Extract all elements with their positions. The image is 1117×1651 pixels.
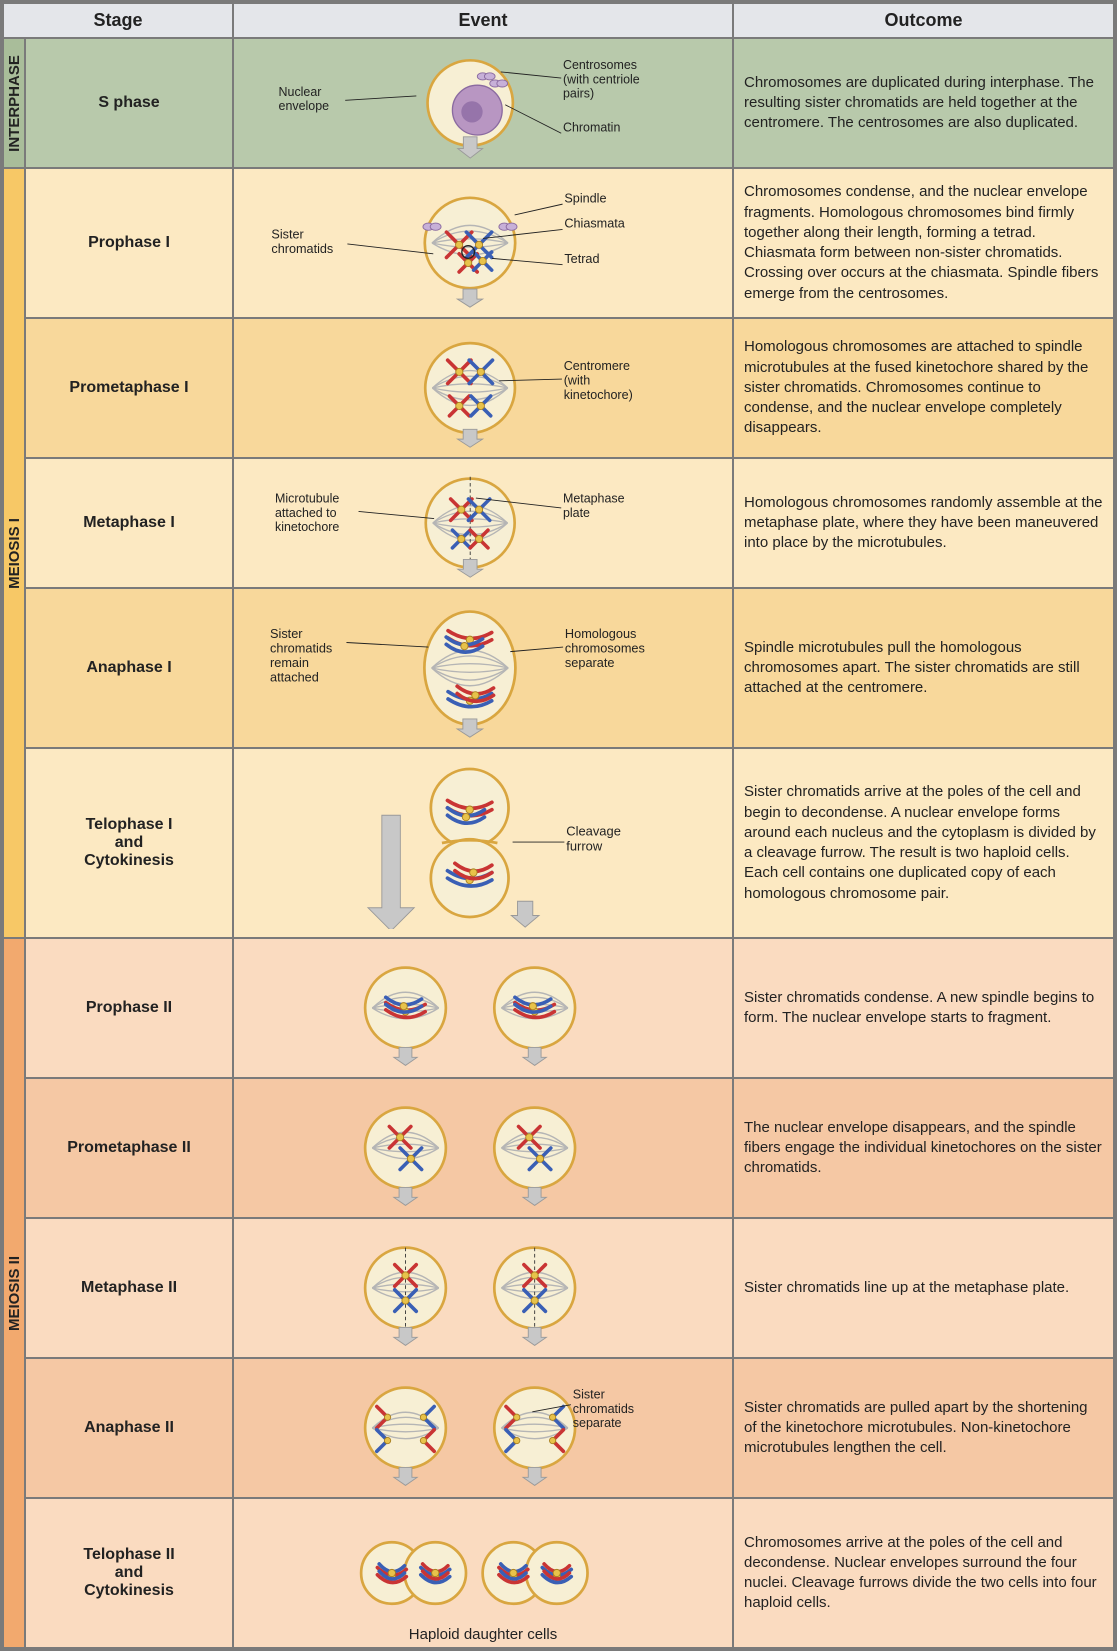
header-outcome: Outcome [733, 3, 1114, 38]
outcome-cell: The nuclear envelope disappears, and the… [733, 1078, 1114, 1218]
svg-text:Microtubule: Microtubule [275, 492, 339, 506]
event-cell: Sisterchromatidsremainattached Homologous… [233, 588, 733, 748]
svg-text:chromatids: chromatids [271, 242, 333, 256]
phase-label-interphase: INTERPHASE [3, 38, 25, 168]
event-diagram [244, 1227, 722, 1349]
svg-text:Centrosomes: Centrosomes [563, 58, 637, 72]
svg-text:plate: plate [563, 506, 590, 520]
event-diagram [244, 1087, 722, 1209]
svg-text:chromosomes: chromosomes [565, 641, 645, 656]
svg-text:Metaphase: Metaphase [563, 492, 625, 506]
event-cell: Haploid daughter cells [233, 1498, 733, 1648]
svg-text:chromatids: chromatids [573, 1402, 634, 1416]
svg-text:attached to: attached to [275, 506, 337, 520]
stage-cell: Telophase IandCytokinesis [25, 748, 233, 938]
svg-text:kinetochore: kinetochore [275, 520, 339, 534]
outcome-cell: Homologous chromosomes are attached to s… [733, 318, 1114, 458]
stage-cell: Telophase IIandCytokinesis [25, 1498, 233, 1648]
event-diagram: Sisterchromatidsseparate [244, 1367, 722, 1489]
event-diagram: Centromere(withkinetochore) [244, 327, 722, 449]
svg-text:chromatids: chromatids [270, 641, 332, 656]
event-diagram [244, 947, 722, 1069]
event-diagram: Sisterchromatids Spindle Chiasmata Tetrad [244, 177, 722, 309]
event-diagram: Cleavagefurrow [244, 757, 722, 929]
stage-cell: Prophase II [25, 938, 233, 1078]
event-diagram [244, 1507, 722, 1639]
outcome-cell: Homologous chromosomes randomly assemble… [733, 458, 1114, 588]
svg-text:pairs): pairs) [563, 87, 594, 101]
svg-text:Homologous: Homologous [565, 626, 637, 641]
stage-cell: S phase [25, 38, 233, 168]
outcome-cell: Sister chromatids line up at the metapha… [733, 1218, 1114, 1358]
header-event: Event [233, 3, 733, 38]
svg-text:Spindle: Spindle [564, 191, 606, 205]
outcome-cell: Sister chromatids condense. A new spindl… [733, 938, 1114, 1078]
stage-cell: Prophase I [25, 168, 233, 318]
stage-cell: Anaphase II [25, 1358, 233, 1498]
svg-text:Chiasmata: Chiasmata [564, 217, 625, 231]
svg-text:Nuclear: Nuclear [279, 85, 322, 99]
event-cell: Sisterchromatids Spindle Chiasmata Tetrad [233, 168, 733, 318]
event-diagram: Microtubuleattached tokinetochore Metapha… [244, 467, 722, 579]
svg-text:Sister: Sister [270, 626, 303, 641]
svg-text:furrow: furrow [566, 838, 603, 853]
svg-text:attached: attached [270, 670, 319, 685]
svg-text:(with: (with [564, 373, 591, 387]
header-stage: Stage [3, 3, 233, 38]
event-cell: Cleavagefurrow [233, 748, 733, 938]
svg-text:Chromatin: Chromatin [563, 120, 620, 134]
caption: Haploid daughter cells [234, 1626, 732, 1643]
svg-text:separate: separate [565, 655, 615, 670]
svg-text:Sister: Sister [573, 1387, 605, 1401]
phase-label-meiosis1: MEIOSIS I [3, 168, 25, 938]
svg-text:envelope: envelope [279, 99, 330, 113]
svg-text:Centromere: Centromere [564, 359, 630, 373]
svg-text:Sister: Sister [271, 227, 303, 241]
event-cell [233, 1218, 733, 1358]
outcome-cell: Sister chromatids arrive at the poles of… [733, 748, 1114, 938]
outcome-cell: Chromosomes condense, and the nuclear en… [733, 168, 1114, 318]
phase-interphase: INTERPHASES phase Nuclearenvelope Centroso… [3, 38, 1114, 168]
outcome-cell: Chromosomes are duplicated during interp… [733, 38, 1114, 168]
outcome-cell: Spindle microtubules pull the homologous… [733, 588, 1114, 748]
event-cell [233, 1078, 733, 1218]
phase-label-meiosis2: MEIOSIS II [3, 938, 25, 1648]
event-cell: Sisterchromatidsseparate [233, 1358, 733, 1498]
stage-cell: Metaphase II [25, 1218, 233, 1358]
svg-text:Tetrad: Tetrad [564, 252, 599, 266]
svg-text:remain: remain [270, 655, 309, 670]
meiosis-table: Stage Event Outcome INTERPHASES phaseNuc… [0, 0, 1117, 1651]
event-cell: Microtubuleattached tokinetochore Metapha… [233, 458, 733, 588]
stage-cell: Prometaphase II [25, 1078, 233, 1218]
svg-text:(with centriole: (with centriole [563, 72, 640, 86]
outcome-cell: Chromosomes arrive at the poles of the c… [733, 1498, 1114, 1648]
phase-meiosis1: MEIOSIS IProphase ISisterchromatidsSpind… [3, 168, 1114, 938]
svg-text:separate: separate [573, 1416, 622, 1430]
stage-cell: Metaphase I [25, 458, 233, 588]
event-cell: Centromere(withkinetochore) [233, 318, 733, 458]
event-cell: Nuclearenvelope Centrosomes(with centriol… [233, 38, 733, 168]
svg-text:kinetochore): kinetochore) [564, 388, 633, 402]
event-cell [233, 938, 733, 1078]
svg-text:Cleavage: Cleavage [566, 824, 621, 839]
stage-cell: Prometaphase I [25, 318, 233, 458]
event-diagram: Nuclearenvelope Centrosomes(with centriol… [244, 47, 722, 159]
header-row: Stage Event Outcome [3, 3, 1114, 38]
phase-meiosis2: MEIOSIS IIProphase II Sister chromatids c… [3, 938, 1114, 1648]
event-diagram: Sisterchromatidsremainattached Homologous… [244, 597, 722, 739]
stage-cell: Anaphase I [25, 588, 233, 748]
outcome-cell: Sister chromatids are pulled apart by th… [733, 1358, 1114, 1498]
